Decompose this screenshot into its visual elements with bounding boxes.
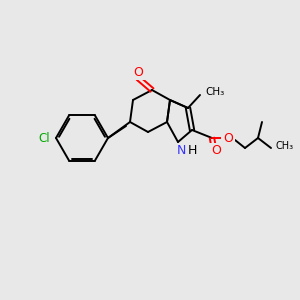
Text: Cl: Cl <box>38 131 50 145</box>
Text: O: O <box>133 65 143 79</box>
Text: H: H <box>188 145 197 158</box>
Text: CH₃: CH₃ <box>205 87 224 97</box>
Text: O: O <box>211 145 221 158</box>
Text: O: O <box>223 131 233 145</box>
Text: N: N <box>176 145 186 158</box>
Text: CH₃: CH₃ <box>275 141 293 151</box>
